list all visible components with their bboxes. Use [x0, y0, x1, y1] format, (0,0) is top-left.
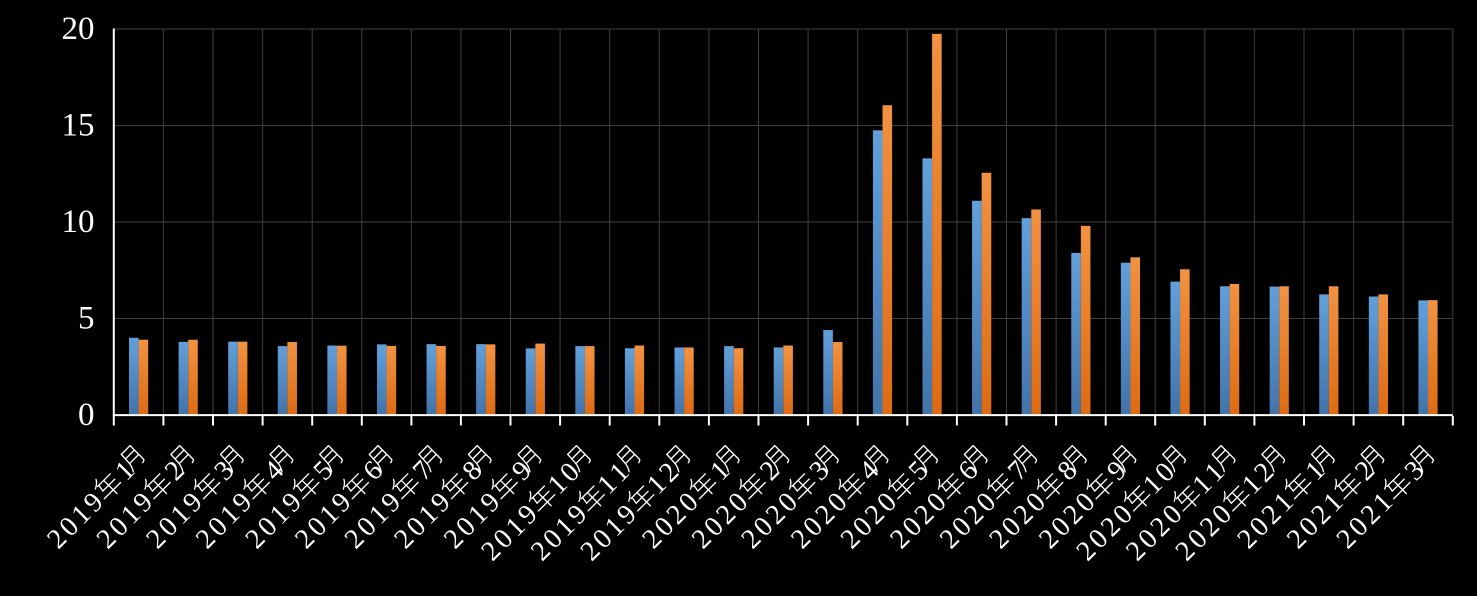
svg-text:20: 20: [62, 11, 95, 47]
svg-text:5: 5: [78, 301, 95, 337]
svg-text:15: 15: [62, 108, 95, 144]
svg-text:0: 0: [78, 397, 95, 433]
svg-text:10: 10: [62, 204, 95, 240]
